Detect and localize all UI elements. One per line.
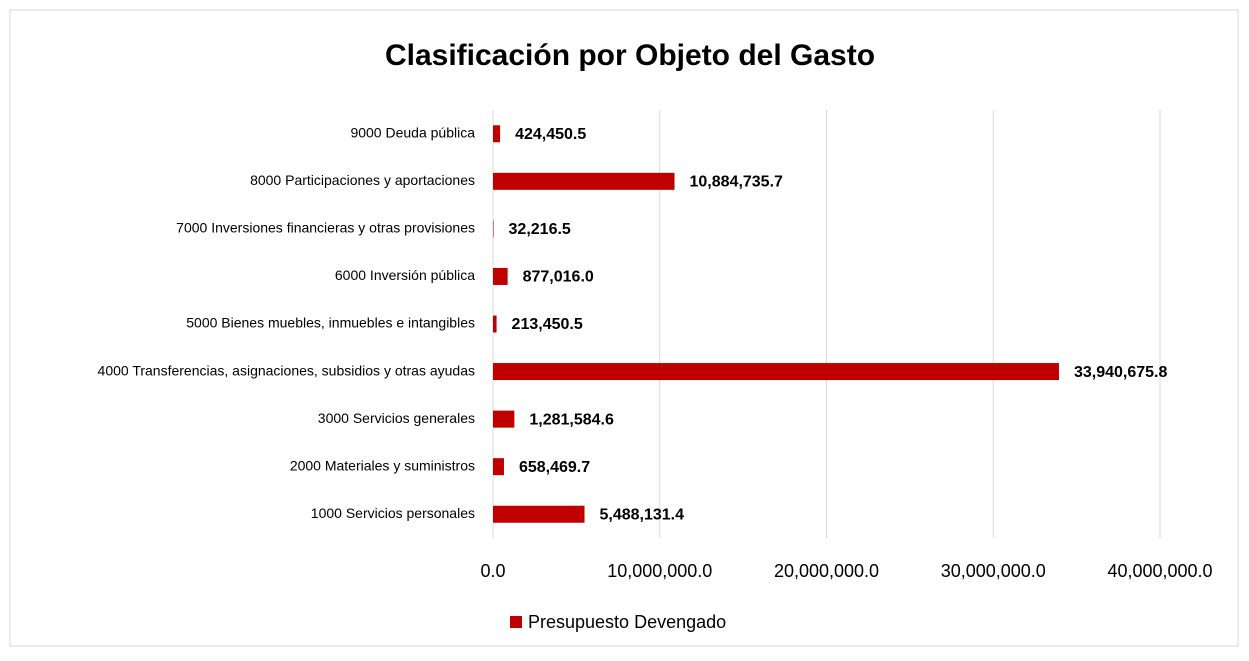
bar: [493, 315, 497, 333]
x-tick-label: 20,000,000.0: [774, 561, 879, 581]
data-label: 213,450.5: [512, 316, 583, 333]
data-label: 5,488,131.4: [600, 506, 685, 523]
x-tick-label: 40,000,000.0: [1107, 561, 1212, 581]
y-tick-label: 2000 Materiales y suministros: [290, 457, 475, 473]
bar: [493, 172, 675, 190]
y-tick-label: 8000 Participaciones y aportaciones: [250, 172, 475, 188]
y-tick-label: 7000 Inversiones financieras y otras pro…: [176, 220, 475, 236]
bar: [493, 505, 585, 523]
y-tick-label: 4000 Transferencias, asignaciones, subsi…: [98, 362, 475, 378]
chart-border: [9, 9, 1239, 647]
y-tick-label: 6000 Inversión pública: [335, 267, 475, 283]
bar: [493, 125, 501, 143]
data-label: 32,216.5: [509, 221, 571, 238]
x-tick-label: 30,000,000.0: [941, 561, 1046, 581]
y-tick-label: 1000 Servicios personales: [311, 505, 475, 521]
bar: [493, 458, 504, 476]
y-tick-label: 3000 Servicios generales: [318, 410, 475, 426]
data-label: 658,469.7: [519, 459, 590, 476]
legend-label: Presupuesto Devengado: [528, 612, 726, 632]
data-label: 877,016.0: [523, 269, 594, 286]
x-tick-label: 10,000,000.0: [607, 561, 712, 581]
legend-swatch: [510, 616, 522, 628]
data-label: 10,884,735.7: [690, 174, 784, 191]
data-label: 424,450.5: [515, 126, 586, 143]
y-tick-label: 5000 Bienes muebles, inmuebles e intangi…: [186, 315, 475, 331]
bar: [493, 267, 508, 285]
bar: [493, 220, 494, 238]
bar: [493, 410, 515, 428]
chart-title: Clasificación por Objeto del Gasto: [385, 39, 875, 72]
data-label: 1,281,584.6: [529, 411, 614, 428]
data-label: 33,940,675.8: [1074, 364, 1168, 381]
bar: [493, 363, 1059, 381]
x-tick-label: 0.0: [480, 561, 505, 581]
y-tick-label: 9000 Deuda pública: [350, 124, 475, 140]
